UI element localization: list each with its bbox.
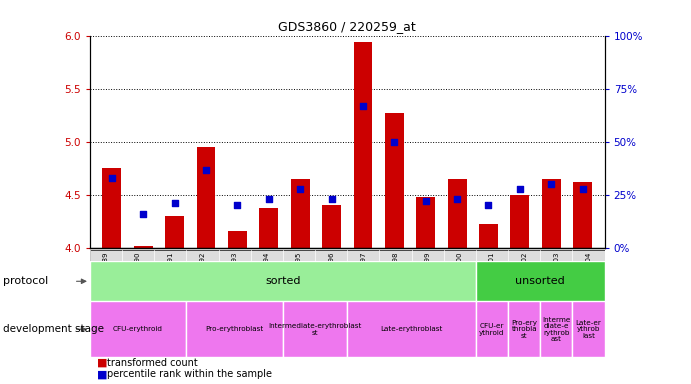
Bar — [283, 301, 347, 357]
Point — [326, 196, 337, 202]
Text: Pro-erythroblast: Pro-erythroblast — [205, 326, 264, 332]
Text: GSM559704: GSM559704 — [585, 252, 591, 294]
Text: sorted: sorted — [265, 276, 301, 286]
Bar — [354, 42, 372, 248]
Text: GSM559701: GSM559701 — [489, 252, 495, 294]
Text: Late-erythroblast: Late-erythroblast — [380, 326, 443, 332]
Point — [138, 211, 149, 217]
Bar — [90, 261, 476, 301]
Point — [357, 103, 368, 109]
Text: GSM559689: GSM559689 — [103, 252, 109, 294]
Point — [294, 185, 305, 192]
Text: GSM559692: GSM559692 — [200, 252, 205, 294]
Bar — [572, 301, 605, 357]
Text: GSM559691: GSM559691 — [167, 252, 173, 294]
Bar — [347, 301, 476, 357]
Bar — [416, 197, 435, 248]
Bar — [259, 208, 278, 248]
Text: GSM559696: GSM559696 — [328, 252, 334, 294]
Bar — [476, 301, 508, 357]
Text: GSM559697: GSM559697 — [360, 252, 366, 294]
Text: Late-er
ythrob
last: Late-er ythrob last — [576, 320, 601, 339]
Bar — [448, 179, 466, 248]
Bar — [385, 113, 404, 248]
Text: GDS3860 / 220259_at: GDS3860 / 220259_at — [278, 20, 416, 33]
Text: GSM559695: GSM559695 — [296, 252, 302, 294]
Bar — [479, 225, 498, 248]
Point — [546, 181, 557, 187]
Text: GSM559694: GSM559694 — [264, 252, 269, 294]
Bar — [542, 179, 560, 248]
Bar — [187, 301, 283, 357]
Text: CFU-erythroid: CFU-erythroid — [113, 326, 163, 332]
Bar — [134, 246, 153, 248]
Point — [420, 198, 431, 204]
Bar — [322, 205, 341, 248]
Bar — [508, 301, 540, 357]
Text: ■: ■ — [97, 358, 107, 368]
Bar — [196, 147, 216, 248]
Text: GSM559699: GSM559699 — [425, 252, 430, 294]
Text: Interme
diate-e
rythrob
ast: Interme diate-e rythrob ast — [542, 316, 571, 342]
Bar — [228, 231, 247, 248]
Text: development stage: development stage — [3, 324, 104, 334]
Bar — [165, 216, 184, 248]
Text: GSM559703: GSM559703 — [553, 252, 559, 294]
Text: Intermediate-erythroblast
st: Intermediate-erythroblast st — [268, 323, 362, 336]
Text: GSM559693: GSM559693 — [231, 252, 238, 294]
Text: protocol: protocol — [3, 276, 48, 286]
Bar — [540, 301, 572, 357]
Point — [483, 202, 494, 209]
Text: GSM559702: GSM559702 — [521, 252, 527, 294]
Point — [200, 167, 211, 173]
Text: GSM559690: GSM559690 — [135, 252, 141, 294]
Text: CFU-er
ythroid: CFU-er ythroid — [480, 323, 504, 336]
Point — [389, 139, 400, 145]
Text: Pro-ery
throbla
st: Pro-ery throbla st — [511, 320, 537, 339]
Text: percentile rank within the sample: percentile rank within the sample — [107, 369, 272, 379]
Bar — [90, 301, 187, 357]
Text: transformed count: transformed count — [107, 358, 198, 368]
Point — [577, 185, 588, 192]
Bar — [291, 179, 310, 248]
Point — [451, 196, 462, 202]
Point — [232, 202, 243, 209]
Text: GSM559698: GSM559698 — [392, 252, 399, 294]
Text: ■: ■ — [97, 369, 107, 379]
Bar — [574, 182, 592, 248]
Point — [106, 175, 117, 181]
Bar — [511, 195, 529, 248]
Text: GSM559700: GSM559700 — [457, 252, 463, 294]
Point — [169, 200, 180, 207]
Bar — [102, 169, 121, 248]
Point — [514, 185, 525, 192]
Bar — [476, 261, 605, 301]
Point — [263, 196, 274, 202]
Text: unsorted: unsorted — [515, 276, 565, 286]
